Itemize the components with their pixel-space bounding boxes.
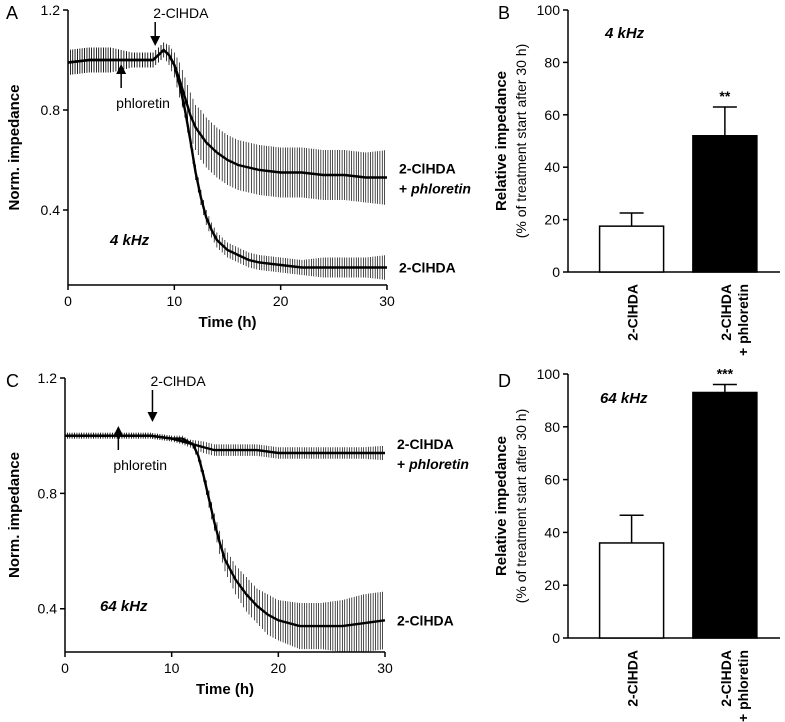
frequency-label: 64 kHz	[100, 598, 148, 615]
y-tick-label: 1.2	[38, 370, 58, 386]
y-axis-label-line2: (% of treatment start after 30 h)	[513, 44, 529, 239]
series-single	[64, 432, 386, 652]
x-tick-label: 20	[271, 660, 287, 676]
category-label: 2-ClHDA	[625, 284, 641, 341]
arrow-phloretin	[116, 64, 127, 88]
x-axis-label: Time (h)	[196, 681, 254, 698]
annotation-phloretin: phloretin	[113, 457, 167, 473]
bar	[692, 391, 758, 639]
x-tick-label: 20	[273, 293, 289, 309]
panel-B: B 0 20 40 60 80 100 Relative impedance (% of tre…	[493, 2, 780, 356]
y-axis-label-line1: Relative impedance	[493, 71, 510, 211]
panel-letter-A: A	[6, 3, 18, 23]
y-tick-label: 0.8	[41, 102, 61, 118]
panel-D: D 0 20 40 60 80 100 Relative impedance (% of tre…	[493, 366, 780, 722]
panel-A: A 0 10 20 30 0.4 0.8 1.2 Time (h) Norm. impedance…	[6, 2, 471, 331]
x-tick-label: 30	[377, 660, 393, 676]
y-tick-label: 0.4	[41, 202, 61, 218]
y-axis-label: Norm. impedance	[6, 452, 23, 578]
y-tick-label: 60	[544, 107, 560, 123]
x-tick-label: 30	[379, 293, 395, 309]
series-line	[67, 48, 387, 269]
panel-letter-C: C	[6, 371, 19, 391]
panel-letter-B: B	[498, 3, 510, 23]
y-tick-label: 0	[552, 264, 560, 280]
annotation-2clhda: 2-ClHDA	[153, 5, 209, 21]
x-tick-label: 10	[167, 293, 183, 309]
bar-group-2: *** 2-ClHDA + phloretin	[692, 366, 758, 722]
annotation-phloretin: phloretin	[116, 95, 170, 111]
frequency-label: 64 kHz	[600, 390, 648, 407]
arrow-2clhda	[147, 390, 158, 422]
category-label: 2-ClHDA	[625, 650, 641, 707]
y-tick-label: 0.4	[38, 601, 58, 617]
y-tick-label: 20	[544, 212, 560, 228]
y-axis-label-line1: Relative impedance	[493, 436, 510, 576]
series-line	[65, 434, 386, 628]
category-label-line2: + phloretin	[735, 650, 751, 722]
arrow-2clhda	[150, 22, 161, 46]
y-tick-label: 0	[552, 630, 560, 646]
bar-group-2: ** 2-ClHDA + phloretin	[692, 88, 758, 356]
y-tick-label: 60	[544, 472, 560, 488]
legend-combo-line1: 2-ClHDA	[397, 436, 454, 452]
category-label-line1: 2-ClHDA	[718, 650, 734, 707]
panel-C: C 0 10 20 30 0.4 0.8 1.2 Time (h) Norm. impedance…	[6, 370, 469, 698]
series-single	[67, 42, 387, 280]
y-tick-label: 80	[544, 54, 560, 70]
category-label-line1: 2-ClHDA	[625, 650, 641, 707]
significance-label: ***	[717, 366, 734, 382]
x-axis-label: Time (h)	[198, 314, 256, 331]
y-axis-label-line2: (% of treatment start after 30 h)	[513, 409, 529, 604]
legend-combo-line1: 2-ClHDA	[399, 161, 456, 177]
bar	[598, 225, 665, 273]
bar	[598, 542, 665, 639]
legend-combo-line2: + phloretin	[399, 181, 471, 197]
significance-label: **	[719, 88, 730, 104]
bar	[692, 135, 758, 273]
x-tick-label: 10	[164, 660, 180, 676]
y-tick-label: 80	[544, 419, 560, 435]
legend-combo-line2: + phloretin	[397, 456, 469, 472]
y-tick-label: 0.8	[38, 485, 58, 501]
x-tick-label: 0	[61, 660, 69, 676]
y-axis-label: Norm. impedance	[6, 85, 23, 211]
y-tick-label: 40	[544, 159, 560, 175]
y-tick-label: 100	[537, 366, 561, 382]
frequency-label: 4 kHz	[604, 25, 645, 42]
y-tick-label: 1.2	[41, 2, 61, 18]
series-combo	[64, 432, 385, 461]
bar-group-1: 2-ClHDA	[598, 212, 665, 341]
y-tick-label: 100	[537, 2, 561, 18]
bar-group-1: 2-ClHDA	[598, 514, 665, 707]
category-label-line1: 2-ClHDA	[718, 284, 734, 341]
y-tick-label: 20	[544, 577, 560, 593]
category-label: 2-ClHDA + phloretin	[718, 284, 751, 356]
arrow-phloretin	[113, 426, 124, 450]
category-label-line2: + phloretin	[735, 284, 751, 356]
category-label: 2-ClHDA + phloretin	[718, 650, 751, 722]
y-tick-label: 40	[544, 524, 560, 540]
annotation-2clhda: 2-ClHDA	[150, 373, 206, 389]
legend-single: 2-ClHDA	[399, 260, 456, 276]
x-tick-label: 0	[64, 293, 72, 309]
panel-letter-D: D	[498, 371, 511, 391]
category-label-line1: 2-ClHDA	[625, 284, 641, 341]
series-line	[65, 434, 385, 455]
frequency-label: 4 kHz	[109, 232, 150, 249]
legend-single: 2-ClHDA	[397, 612, 454, 628]
